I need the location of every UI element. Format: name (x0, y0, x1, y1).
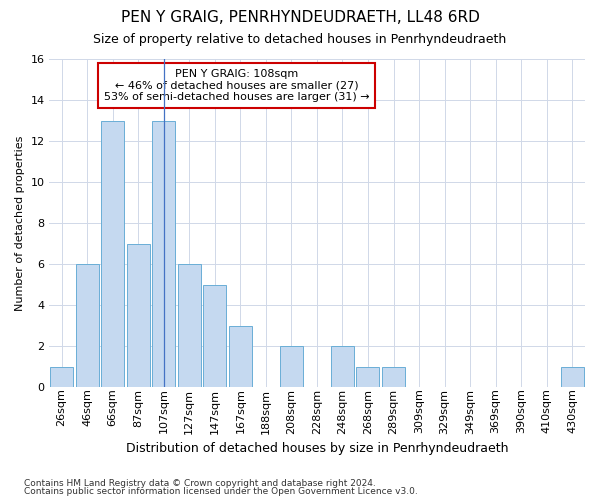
Bar (356, 366, 379, 387)
Bar (331, 346, 354, 387)
Bar (178, 264, 201, 387)
Text: Contains HM Land Registry data © Crown copyright and database right 2024.: Contains HM Land Registry data © Crown c… (24, 478, 376, 488)
Bar (76, 264, 98, 387)
Bar (229, 326, 252, 387)
Bar (203, 284, 226, 387)
Bar (127, 244, 149, 387)
X-axis label: Distribution of detached houses by size in Penrhyndeudraeth: Distribution of detached houses by size … (125, 442, 508, 455)
Y-axis label: Number of detached properties: Number of detached properties (15, 136, 25, 311)
Bar (561, 366, 584, 387)
Text: PEN Y GRAIG: 108sqm
← 46% of detached houses are smaller (27)
53% of semi-detach: PEN Y GRAIG: 108sqm ← 46% of detached ho… (104, 69, 370, 102)
Text: PEN Y GRAIG, PENRHYNDEUDRAETH, LL48 6RD: PEN Y GRAIG, PENRHYNDEUDRAETH, LL48 6RD (121, 10, 479, 25)
Bar (152, 120, 175, 387)
Text: Contains public sector information licensed under the Open Government Licence v3: Contains public sector information licen… (24, 487, 418, 496)
Bar (101, 120, 124, 387)
Bar (280, 346, 303, 387)
Text: Size of property relative to detached houses in Penrhyndeudraeth: Size of property relative to detached ho… (94, 32, 506, 46)
Bar (382, 366, 405, 387)
Bar (50, 366, 73, 387)
